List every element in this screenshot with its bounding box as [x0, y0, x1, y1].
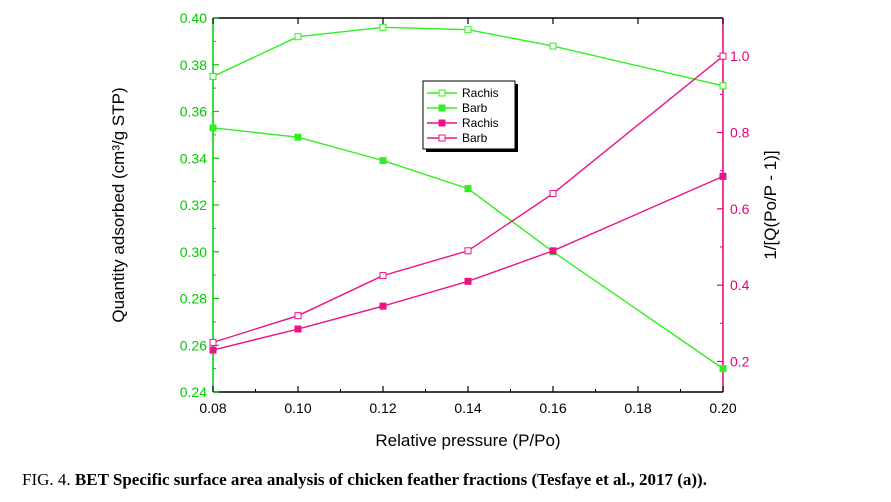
left-tick-label: 0.30	[180, 244, 207, 260]
series-line	[212, 127, 724, 370]
right-tick-label: 0.2	[730, 353, 750, 369]
series-right-barb	[209, 52, 727, 346]
left-tick-label: 0.28	[180, 291, 207, 307]
data-point	[719, 82, 727, 90]
series-right-rachis	[209, 172, 727, 354]
legend-label: Barb	[462, 131, 488, 145]
data-point	[549, 247, 557, 255]
data-point	[294, 133, 302, 141]
data-point	[719, 172, 727, 180]
data-point	[464, 26, 472, 34]
x-tick-label: 0.12	[369, 400, 396, 416]
x-tick-label: 0.20	[709, 400, 736, 416]
legend-label: Rachis	[462, 86, 499, 100]
legend-marker	[438, 119, 446, 127]
series-line	[212, 175, 724, 351]
series-line	[212, 26, 724, 87]
left-tick-label: 0.26	[180, 337, 207, 353]
data-point	[379, 23, 387, 31]
data-point	[209, 72, 217, 80]
legend-marker	[438, 104, 446, 112]
data-point	[209, 124, 217, 132]
caption-title: BET Specific surface area analysis of ch…	[74, 470, 707, 489]
x-tick-label: 0.18	[624, 400, 651, 416]
caption-prefix: FIG. 4.	[22, 470, 75, 489]
data-point	[379, 272, 387, 280]
plot-frame	[212, 17, 724, 393]
data-point	[294, 33, 302, 41]
data-point	[379, 302, 387, 310]
data-point	[549, 190, 557, 198]
series-layer	[209, 23, 727, 373]
series-line	[212, 55, 724, 344]
right-y-axis-title: 1/[Q(Po/P - 1)]	[761, 150, 780, 259]
data-point	[209, 346, 217, 354]
figure-caption: FIG. 4. BET Specific surface area analys…	[22, 470, 882, 490]
left-tick-label: 0.38	[180, 57, 207, 73]
left-y-axis-title: Quantity adsorbed (cm³/g STP)	[109, 87, 128, 322]
legend-marker	[438, 134, 446, 142]
series-left-rachis	[209, 23, 727, 90]
left-tick-label: 0.24	[180, 384, 207, 400]
data-point	[719, 365, 727, 373]
data-point	[464, 185, 472, 193]
legend-label: Rachis	[462, 116, 499, 130]
data-point	[464, 247, 472, 255]
x-tick-label: 0.14	[454, 400, 481, 416]
chart: 0.24 0.26 0.28 0.30 0.32 0.34 0.36 0.38 0.40 0.2…	[109, 10, 780, 450]
right-y-axis: 0.2 0.4 0.6 0.8 1.0	[717, 48, 750, 369]
right-tick-label: 0.6	[730, 201, 750, 217]
left-tick-label: 0.34	[180, 150, 207, 166]
x-axis-title: Relative pressure (P/Po)	[375, 431, 560, 450]
right-tick-label: 0.4	[730, 277, 750, 293]
x-tick-label: 0.08	[199, 400, 226, 416]
data-point	[549, 42, 557, 50]
x-axis: 0.08 0.10 0.12 0.14 0.16 0.18 0.20	[199, 18, 737, 416]
data-point	[464, 277, 472, 285]
data-point	[294, 325, 302, 333]
left-tick-label: 0.36	[180, 104, 207, 120]
left-y-axis: 0.24 0.26 0.28 0.30 0.32 0.34 0.36 0.38 0.40	[180, 10, 219, 400]
left-tick-label: 0.32	[180, 197, 207, 213]
legend-marker	[438, 89, 446, 97]
left-tick-label: 0.40	[180, 10, 207, 26]
data-point	[719, 52, 727, 60]
right-tick-label: 0.8	[730, 124, 750, 140]
legend-label: Barb	[462, 101, 488, 115]
x-tick-label: 0.16	[539, 400, 566, 416]
x-tick-label: 0.10	[284, 400, 311, 416]
data-point	[294, 312, 302, 320]
right-tick-label: 1.0	[730, 48, 750, 64]
data-point	[379, 157, 387, 165]
data-point	[209, 338, 217, 346]
